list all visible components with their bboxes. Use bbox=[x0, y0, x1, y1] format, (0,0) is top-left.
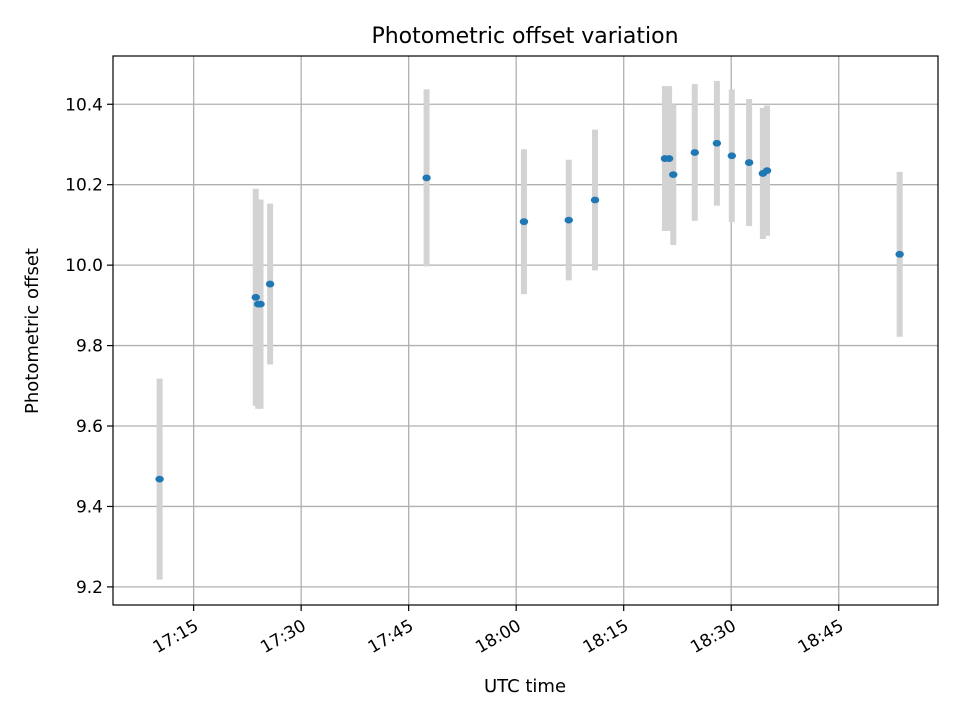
data-point bbox=[669, 171, 678, 179]
data-point bbox=[690, 149, 699, 156]
plot-frame bbox=[112, 55, 939, 606]
data-point bbox=[265, 280, 275, 288]
y-axis: 9.2 9.4 9.6 9.8 10.0 10.2 10.4 bbox=[65, 95, 113, 598]
data-point bbox=[422, 174, 431, 182]
y-tick-label: 9.6 bbox=[76, 417, 103, 437]
data-point bbox=[256, 300, 265, 308]
grid bbox=[113, 56, 938, 605]
data-point bbox=[762, 167, 772, 175]
data-points bbox=[155, 139, 904, 483]
data-point bbox=[712, 139, 722, 147]
data-point bbox=[664, 155, 674, 162]
y-tick-label: 9.2 bbox=[76, 578, 103, 598]
y-tick-label: 9.4 bbox=[76, 497, 103, 517]
y-tick-label: 10.2 bbox=[65, 176, 103, 196]
data-point bbox=[564, 216, 573, 224]
plot-area bbox=[113, 56, 938, 605]
y-tick-label: 10.4 bbox=[65, 95, 103, 115]
data-point bbox=[155, 475, 164, 483]
data-point bbox=[251, 293, 260, 301]
data-point bbox=[895, 250, 904, 258]
data-point bbox=[590, 196, 600, 204]
chart-title: Photometric offset variation bbox=[371, 24, 678, 49]
data-point bbox=[519, 218, 529, 226]
y-tick-label: 10.0 bbox=[65, 256, 103, 276]
x-axis-label: UTC time bbox=[484, 676, 566, 697]
y-tick-label: 9.8 bbox=[76, 337, 103, 357]
y-axis-label: Photometric offset bbox=[22, 248, 43, 414]
data-point bbox=[727, 152, 737, 160]
data-point bbox=[744, 159, 754, 166]
